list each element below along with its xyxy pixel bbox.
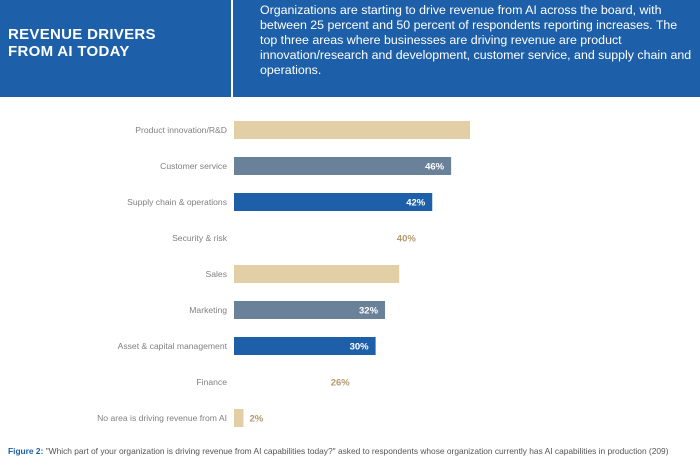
value-label: 40% [397, 234, 417, 245]
bar [234, 373, 357, 391]
category-label: Sales [206, 269, 228, 279]
header-divider [231, 0, 233, 97]
category-label: Product innovation/R&D [135, 125, 227, 135]
category-label: Customer service [160, 161, 227, 171]
figure-caption-text: "Which part of your organization is driv… [43, 446, 669, 456]
header-description: Organizations are starting to drive reve… [260, 3, 692, 77]
value-label: 32% [359, 306, 379, 317]
bar [234, 337, 376, 355]
value-label: 30% [350, 342, 370, 353]
category-label: Asset & capital management [118, 341, 228, 351]
category-label: Finance [196, 377, 227, 387]
bar [234, 121, 470, 139]
value-label: 42% [406, 198, 426, 209]
header-banner: REVENUE DRIVERS FROM AI TODAY Organizati… [0, 0, 700, 97]
bar [234, 301, 386, 319]
value-label: 2% [249, 414, 263, 425]
bar [234, 193, 433, 211]
bar [234, 409, 244, 427]
value-label: 26% [331, 378, 351, 389]
page-title: REVENUE DRIVERS FROM AI TODAY [8, 26, 156, 60]
bar [234, 265, 400, 283]
bar [234, 229, 423, 247]
revenue-drivers-bar-chart: Product innovation/R&D Customer service 46… [97, 121, 470, 427]
category-label: Marketing [189, 305, 227, 315]
category-label: Security & risk [172, 233, 228, 243]
category-label: No area is driving revenue from AI [97, 413, 227, 423]
bar [234, 157, 452, 175]
figure-caption: Figure 2: "Which part of your organizati… [8, 446, 698, 456]
value-label: 46% [425, 162, 445, 173]
category-label: Supply chain & operations [127, 197, 227, 207]
figure-caption-label: Figure 2: [8, 446, 44, 456]
